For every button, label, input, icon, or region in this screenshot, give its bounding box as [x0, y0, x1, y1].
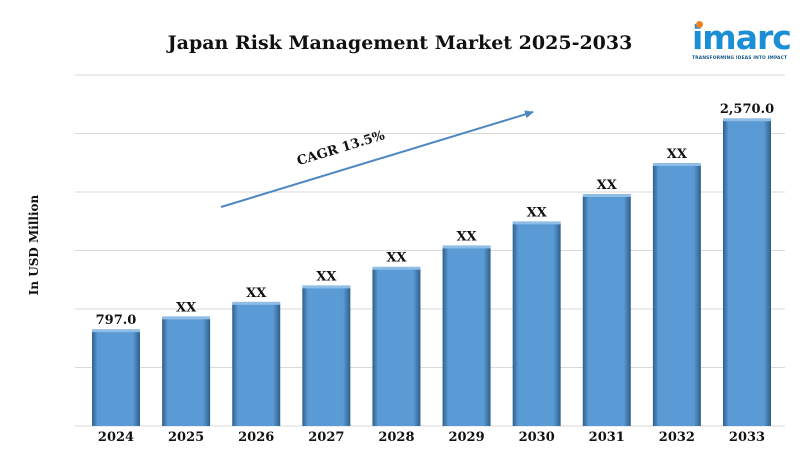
- data-label: XX: [386, 251, 407, 266]
- chart-title: Japan Risk Management Market 2025-2033: [167, 32, 633, 54]
- x-tick-label: 2025: [168, 430, 204, 445]
- x-tick-label: 2031: [589, 430, 625, 445]
- bar-top-cap: [442, 245, 491, 249]
- x-tick-label: 2027: [308, 430, 344, 445]
- data-label: XX: [316, 269, 337, 284]
- x-tick-label: 2029: [448, 430, 484, 445]
- bar-top-cap: [302, 285, 351, 289]
- cagr-arrow: [220, 110, 534, 208]
- logo-dot-icon: [696, 21, 703, 28]
- bar-top-cap: [512, 221, 561, 225]
- data-label: XX: [667, 147, 688, 162]
- x-tick-label: 2030: [519, 430, 555, 445]
- bar-top-cap: [372, 266, 421, 270]
- bar: [723, 120, 771, 426]
- cagr-label: CAGR 13.5%: [295, 128, 387, 169]
- x-tick-label: 2032: [659, 430, 695, 445]
- x-tick-label: 2026: [238, 430, 274, 445]
- logo-tagline: TRANSFORMING IDEAS INTO IMPACT: [692, 56, 788, 61]
- bar: [442, 247, 491, 426]
- data-label: 797.0: [96, 313, 137, 328]
- bar: [582, 196, 631, 426]
- bar: [162, 318, 211, 426]
- bar-top-cap: [92, 329, 140, 333]
- bar-top-cap: [232, 301, 281, 305]
- x-tick-label: 2024: [98, 430, 134, 445]
- data-label: XX: [176, 300, 197, 315]
- logo-wordmark: imarc: [692, 18, 792, 57]
- bar-top-cap: [582, 194, 631, 198]
- bar-top-cap: [723, 118, 771, 122]
- data-label: XX: [597, 178, 618, 193]
- bar: [232, 303, 281, 426]
- imarc-logo: imarc TRANSFORMING IDEAS INTO IMPACT: [690, 18, 792, 64]
- bar-top-cap: [162, 316, 211, 320]
- bar: [302, 287, 351, 426]
- bar: [372, 268, 421, 426]
- bar: [652, 164, 701, 427]
- bar: [512, 223, 561, 426]
- bar-top-cap: [652, 162, 701, 166]
- data-label: XX: [456, 229, 477, 244]
- x-tick-label: 2033: [729, 430, 765, 445]
- data-label: 2,570.0: [720, 102, 774, 117]
- data-label: XX: [246, 286, 267, 301]
- bar: [92, 331, 140, 426]
- data-label: XX: [527, 205, 548, 220]
- x-tick-label: 2028: [378, 430, 414, 445]
